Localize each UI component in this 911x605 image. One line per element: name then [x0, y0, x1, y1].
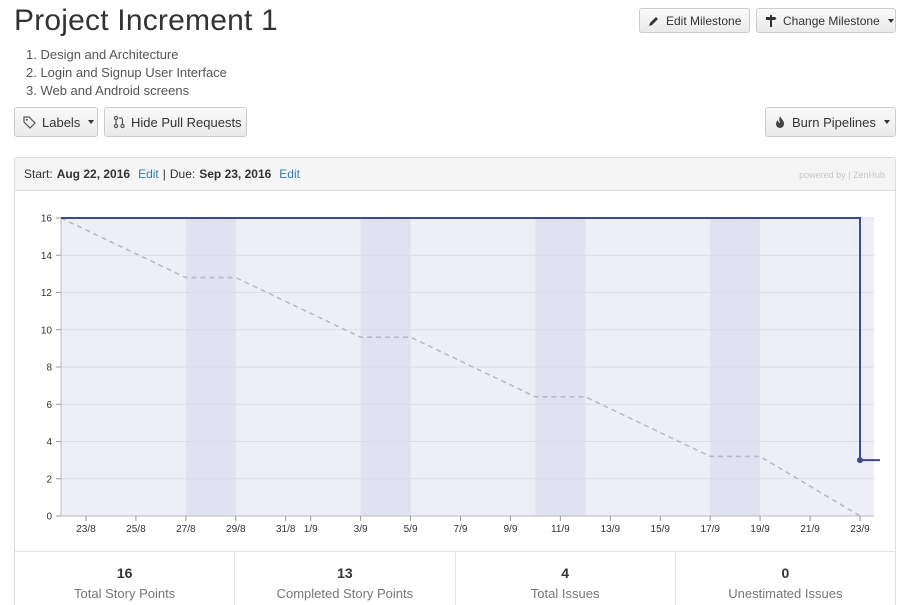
- labels-dropdown[interactable]: Labels: [14, 107, 98, 137]
- stat-completed-story-points: 13 Completed Story Points: [235, 552, 456, 605]
- x-tick-label: 13/9: [601, 524, 621, 535]
- hide-pull-requests-label: Hide Pull Requests: [131, 114, 242, 130]
- x-tick-label: 31/8: [276, 524, 296, 535]
- change-milestone-label: Change Milestone: [783, 13, 880, 28]
- stat-unestimated-issues: 0 Unestimated Issues: [676, 552, 895, 605]
- change-milestone-button[interactable]: Change Milestone: [756, 8, 896, 33]
- goal-item: 3. Web and Android screens: [26, 83, 190, 98]
- x-tick-label: 3/9: [354, 524, 368, 535]
- x-tick-label: 11/9: [551, 524, 570, 535]
- chevron-down-icon: [887, 18, 894, 23]
- stat-value: 0: [781, 565, 790, 581]
- milestone-goals: 1. Design and Architecture 2. Login and …: [26, 46, 227, 100]
- y-tick-label: 0: [46, 512, 52, 523]
- due-date: Sep 23, 2016: [199, 167, 272, 181]
- x-tick-label: 17/9: [700, 524, 720, 535]
- y-tick-label: 4: [46, 437, 52, 448]
- labels-label: Labels: [42, 114, 81, 130]
- y-tick-label: 12: [41, 288, 53, 299]
- burn-pipelines-dropdown[interactable]: Burn Pipelines: [765, 107, 896, 137]
- x-tick-label: 7/9: [454, 524, 468, 535]
- stat-label: Total Story Points: [74, 586, 176, 601]
- x-tick-label: 23/9: [850, 524, 870, 535]
- stats-row: 16 Total Story Points 13 Completed Story…: [15, 551, 895, 605]
- stat-total-issues: 4 Total Issues: [456, 552, 676, 605]
- y-tick-label: 16: [41, 214, 53, 225]
- x-tick-label: 1/9: [304, 524, 318, 535]
- pencil-icon: [648, 14, 660, 28]
- burn-pipelines-label: Burn Pipelines: [792, 114, 876, 130]
- fire-icon: [774, 115, 786, 129]
- y-tick-label: 14: [41, 251, 53, 262]
- x-tick-label: 21/9: [800, 524, 820, 535]
- chevron-down-icon: [883, 120, 890, 124]
- y-tick-label: 2: [46, 474, 52, 485]
- goal-item: 1. Design and Architecture: [26, 47, 179, 62]
- stat-label: Completed Story Points: [276, 586, 414, 601]
- x-tick-label: 15/9: [651, 524, 671, 535]
- x-tick-label: 27/8: [176, 524, 196, 535]
- y-tick-label: 10: [41, 325, 53, 336]
- signpost-icon: [765, 14, 777, 28]
- start-date: Aug 22, 2016: [56, 167, 131, 181]
- remaining-point-marker: [857, 457, 863, 464]
- zenhub-watermark: powered by | ZenHub: [799, 170, 885, 180]
- goal-item: 2. Login and Signup User Interface: [26, 65, 227, 80]
- x-tick-label: 5/9: [404, 524, 418, 535]
- stat-value: 16: [116, 565, 133, 581]
- stat-total-story-points: 16 Total Story Points: [15, 552, 236, 605]
- hide-pull-requests-button[interactable]: Hide Pull Requests: [104, 107, 247, 137]
- burndown-panel: Start: Aug 22, 2016 Edit | Due: Sep 23, …: [14, 157, 896, 605]
- panel-header: Start: Aug 22, 2016 Edit | Due: Sep 23, …: [15, 158, 895, 191]
- stat-value: 13: [337, 565, 353, 581]
- stat-value: 4: [561, 565, 570, 581]
- ideal-burndown-line: [60, 217, 861, 517]
- x-tick-label: 23/8: [76, 524, 96, 535]
- remaining-points-line: [61, 217, 880, 462]
- due-label: Due:: [169, 167, 196, 181]
- stat-label: Unestimated Issues: [728, 586, 843, 601]
- y-tick-label: 8: [46, 363, 52, 374]
- x-tick-label: 29/8: [226, 524, 246, 535]
- start-label: Start:: [24, 167, 53, 181]
- edit-start-date-link[interactable]: Edit: [138, 167, 159, 181]
- x-tick-label: 25/8: [126, 524, 146, 535]
- separator: |: [162, 167, 166, 181]
- milestone-title: Project Increment 1: [14, 4, 278, 37]
- stat-label: Total Issues: [530, 586, 600, 601]
- y-tick-label: 6: [46, 400, 52, 411]
- x-tick-label: 19/9: [750, 524, 770, 535]
- pull-request-icon: [113, 115, 125, 129]
- edit-due-date-link[interactable]: Edit: [279, 167, 300, 181]
- edit-milestone-label: Edit Milestone: [666, 13, 742, 28]
- chevron-down-icon: [88, 120, 95, 124]
- x-tick-label: 9/9: [503, 524, 517, 535]
- tag-icon: [23, 115, 36, 129]
- edit-milestone-button[interactable]: Edit Milestone: [639, 8, 750, 33]
- burndown-chart: 0 2 4 6 8 10 12 14 16 23/8 25/8 27/8 29/8 31/8 1/9 3/9 5…: [41, 214, 880, 535]
